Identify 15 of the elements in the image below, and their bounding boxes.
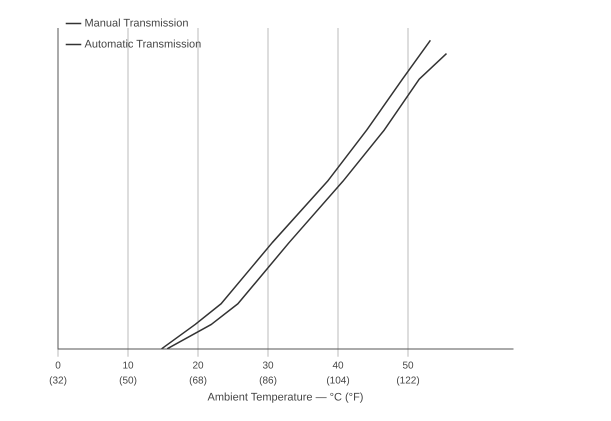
x2-tick-label: (86): [259, 376, 277, 387]
legend-label: Manual Transmission: [84, 18, 188, 30]
x-axis-title: Ambient Temperature — °C (°F): [208, 391, 364, 404]
x-tick-label: 0: [55, 360, 62, 372]
x-tick-label: 10: [122, 360, 134, 372]
x-tick-label: 40: [332, 360, 344, 372]
x2-tick-label: (68): [189, 376, 207, 387]
x-tick-label: 30: [262, 360, 274, 372]
x2-tick-label: (32): [49, 376, 67, 387]
x2-tick-label: (104): [326, 376, 350, 387]
x-tick-label: 50: [402, 360, 414, 372]
x2-tick-label: (50): [119, 376, 137, 387]
x2-tick-label: (122): [396, 376, 420, 387]
x-tick-label: 20: [192, 360, 204, 372]
legend-label: Automatic Transmission: [84, 38, 202, 51]
